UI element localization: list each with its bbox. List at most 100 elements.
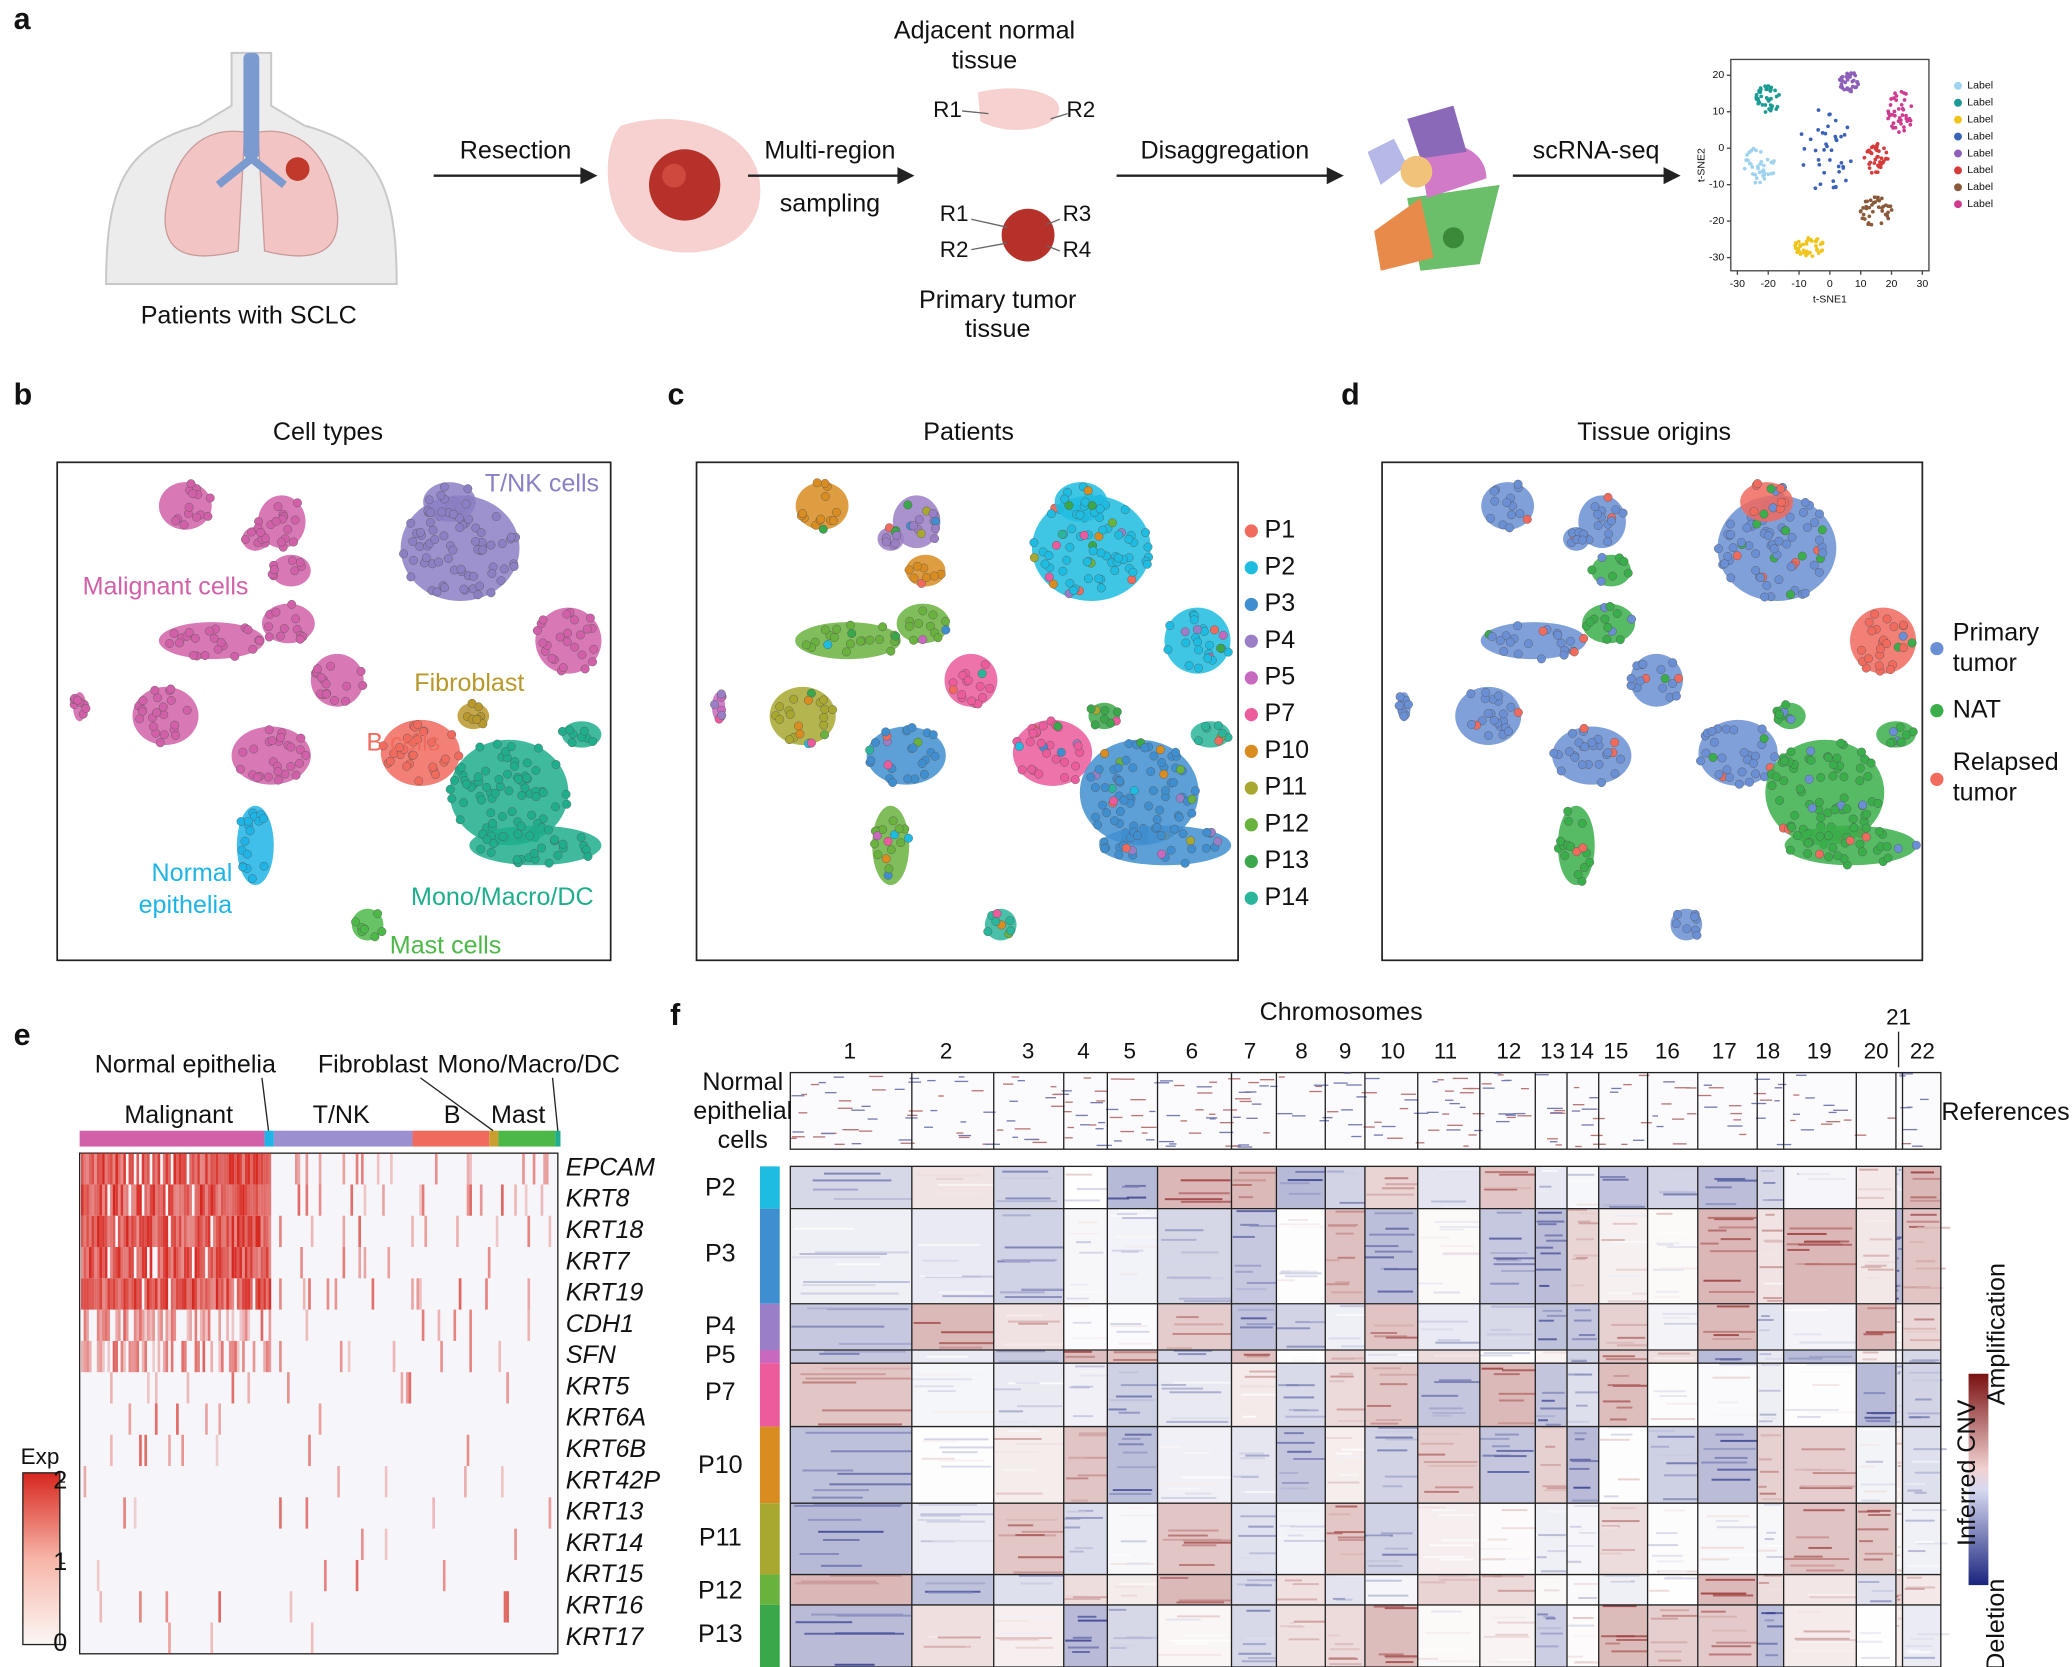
cnv-block (1647, 1166, 1698, 1209)
cell-dot (538, 615, 548, 625)
cnv-streak (1896, 1512, 1902, 1515)
expr-cell (170, 1340, 174, 1373)
expr-cell (186, 1309, 190, 1341)
cell-dot (1721, 724, 1731, 734)
cnv-speck (930, 1109, 938, 1112)
expr-cell (104, 1184, 108, 1216)
cnv-streak (1325, 1259, 1340, 1262)
cnv-streak (1441, 1539, 1493, 1542)
cnv-streak (1910, 1196, 1937, 1199)
cnv-streak (1116, 1330, 1150, 1333)
cell-dot (1027, 764, 1037, 774)
cnv-streak (994, 1388, 1021, 1391)
cell-dot (342, 681, 352, 691)
cell-dot (583, 852, 593, 861)
expr-cell (247, 1184, 251, 1216)
cnv-streak (1909, 1199, 1941, 1202)
cell-dot (461, 499, 471, 509)
cell-dot (1719, 559, 1729, 569)
cell-dot (551, 802, 560, 812)
cnv-block (993, 1503, 1064, 1575)
gene-label: KRT8 (566, 1185, 630, 1213)
expr-cell (173, 1184, 177, 1216)
expr-cell (128, 1403, 132, 1435)
cnv-streak (1760, 1470, 1779, 1473)
expr-cell (279, 1340, 282, 1373)
cnv-streak (1492, 1445, 1510, 1448)
cnv-block (1757, 1604, 1784, 1667)
expr-cell (80, 1215, 84, 1248)
cnv-streak (1567, 1560, 1581, 1563)
cnv-streak (1384, 1655, 1428, 1658)
cnv-streak (1605, 1341, 1635, 1344)
cnv-streak (1700, 1558, 1730, 1561)
label: R2 (1067, 97, 1096, 122)
cnv-streak (1573, 1505, 1601, 1508)
cnv-streak (1017, 1556, 1075, 1559)
expr-cell (139, 1278, 142, 1310)
cell-dot (248, 644, 258, 654)
cell-dot (1394, 701, 1404, 711)
expr-cell (110, 1184, 113, 1216)
cnv-speck (1032, 1141, 1047, 1144)
cnv-speck (1235, 1098, 1251, 1100)
cell-dot (795, 729, 805, 739)
expr-cell (228, 1247, 232, 1279)
cnv-streak (1767, 1299, 1787, 1302)
cnv-streak (1865, 1460, 1884, 1463)
cnv-streak (1764, 1240, 1785, 1243)
cell-dot (415, 542, 425, 551)
cnv-streak (1295, 1170, 1333, 1173)
cnv-streak (1184, 1492, 1212, 1495)
cell-dot (1610, 738, 1620, 747)
expr-cell (527, 1278, 531, 1310)
cell-dot (1193, 637, 1203, 647)
cnv-speck (1131, 1114, 1144, 1117)
cnv-streak (1664, 1382, 1693, 1385)
expr-cell (268, 1153, 272, 1185)
expr-cell (239, 1247, 243, 1279)
cnv-streak (1280, 1182, 1310, 1185)
cnv-streak (1330, 1375, 1354, 1378)
cell-dot (1181, 638, 1191, 648)
expr-cell (178, 1247, 182, 1279)
cnv-speck (1348, 1124, 1363, 1126)
legend-label: Label (1967, 181, 1993, 193)
cnv-speck (1263, 1132, 1270, 1134)
expr-cell (260, 1278, 264, 1310)
expr-cell (96, 1215, 100, 1248)
cell-dot (881, 854, 891, 864)
tsne-dot (1801, 163, 1806, 167)
cnv-speck (1114, 1140, 1122, 1142)
expr-cell (223, 1247, 227, 1279)
expr-cell (96, 1247, 100, 1279)
cell-dot (1141, 528, 1150, 537)
cnv-block (1783, 1574, 1857, 1605)
expr-cell (112, 1184, 116, 1216)
cnv-streak (1896, 1297, 1899, 1300)
cnv-streak (1707, 1229, 1727, 1232)
cnv-speck (1002, 1083, 1014, 1085)
expr-cell (268, 1215, 272, 1248)
cell-dot (462, 779, 472, 789)
cnv-block (1063, 1166, 1108, 1209)
tsne-dot (1861, 206, 1865, 210)
cnv-streak (1336, 1313, 1369, 1316)
tsne-dot (1837, 169, 1841, 174)
cnv-streak (1575, 1391, 1602, 1394)
cnv-streak (822, 1409, 924, 1412)
label: cells (718, 1126, 768, 1154)
cnv-streak (1650, 1641, 1688, 1644)
expr-cell (421, 1184, 425, 1216)
cnv-speck (983, 1111, 996, 1113)
tsne-dot (1867, 214, 1872, 219)
cell-dot (1751, 769, 1760, 779)
cnv-speck (1833, 1109, 1848, 1111)
cell-dot (1564, 747, 1574, 757)
cnv-streak (1242, 1643, 1267, 1646)
cnv-block (1276, 1426, 1326, 1504)
cnv-streak (1179, 1563, 1215, 1566)
cnv-speck (1364, 1077, 1380, 1080)
cell-dot (841, 647, 851, 657)
expr-cell (252, 1247, 256, 1279)
